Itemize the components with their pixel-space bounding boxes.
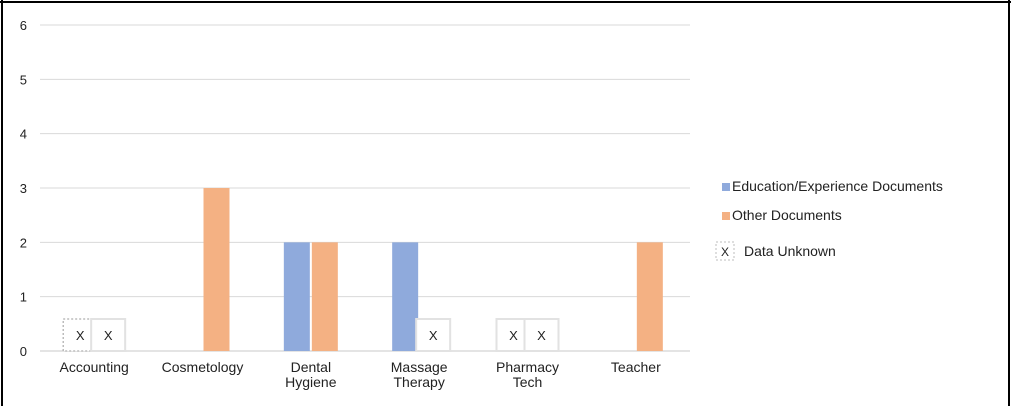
unknown-marker-glyph: X	[104, 328, 113, 343]
unknown-marker-glyph: X	[429, 328, 438, 343]
legend-swatch	[722, 212, 730, 220]
unknown-marker-box	[90, 318, 127, 352]
unknown-marker-box	[523, 318, 560, 352]
y-tick-label: 1	[20, 290, 27, 305]
y-tick-label: 5	[20, 72, 27, 87]
y-tick-label: 0	[20, 344, 27, 359]
bar	[311, 242, 338, 351]
unknown-marker-glyph: X	[537, 328, 546, 343]
unknown-marker-glyph: X	[76, 328, 85, 343]
y-tick-label: 3	[20, 181, 27, 196]
legend-label-unknown: Data Unknown	[744, 243, 836, 259]
data-unknown-marker: X	[523, 318, 560, 352]
y-axis-tick-labels: 0 1 2 3 4 5 6	[20, 18, 27, 359]
unknown-marker-glyph: X	[509, 328, 518, 343]
x-tick-label: Cosmetology	[162, 359, 244, 375]
legend-swatch	[722, 183, 730, 191]
x-tick-label: Dental Hygiene	[285, 359, 337, 390]
x-tick-label: Pharmacy Tech	[496, 359, 559, 390]
bar	[203, 188, 230, 351]
y-tick-label: 6	[20, 18, 27, 33]
x-tick-label: Teacher	[611, 359, 661, 375]
data-unknown-marker: X	[90, 318, 127, 352]
bar	[636, 242, 663, 351]
legend-unknown-box	[715, 241, 735, 261]
legend: Education/Experience Documents Other Docu…	[715, 178, 943, 261]
y-tick-label: 2	[20, 235, 27, 250]
x-tick-label: Accounting	[60, 359, 129, 375]
bar	[392, 242, 419, 351]
bar	[283, 242, 310, 351]
x-axis-tick-labels: Accounting Cosmetology Dental Hygiene Massag…	[60, 359, 662, 390]
bars	[203, 188, 663, 351]
legend-label: Education/Experience Documents	[732, 178, 943, 194]
gridlines	[40, 24, 690, 352]
x-tick-label: Massage Therapy	[391, 359, 448, 390]
legend-unknown-glyph: X	[721, 245, 729, 259]
y-tick-label: 4	[20, 127, 27, 142]
data-unknown-marker: X	[415, 318, 452, 352]
unknown-marker-box	[415, 318, 452, 352]
legend-label: Other Documents	[732, 207, 842, 223]
